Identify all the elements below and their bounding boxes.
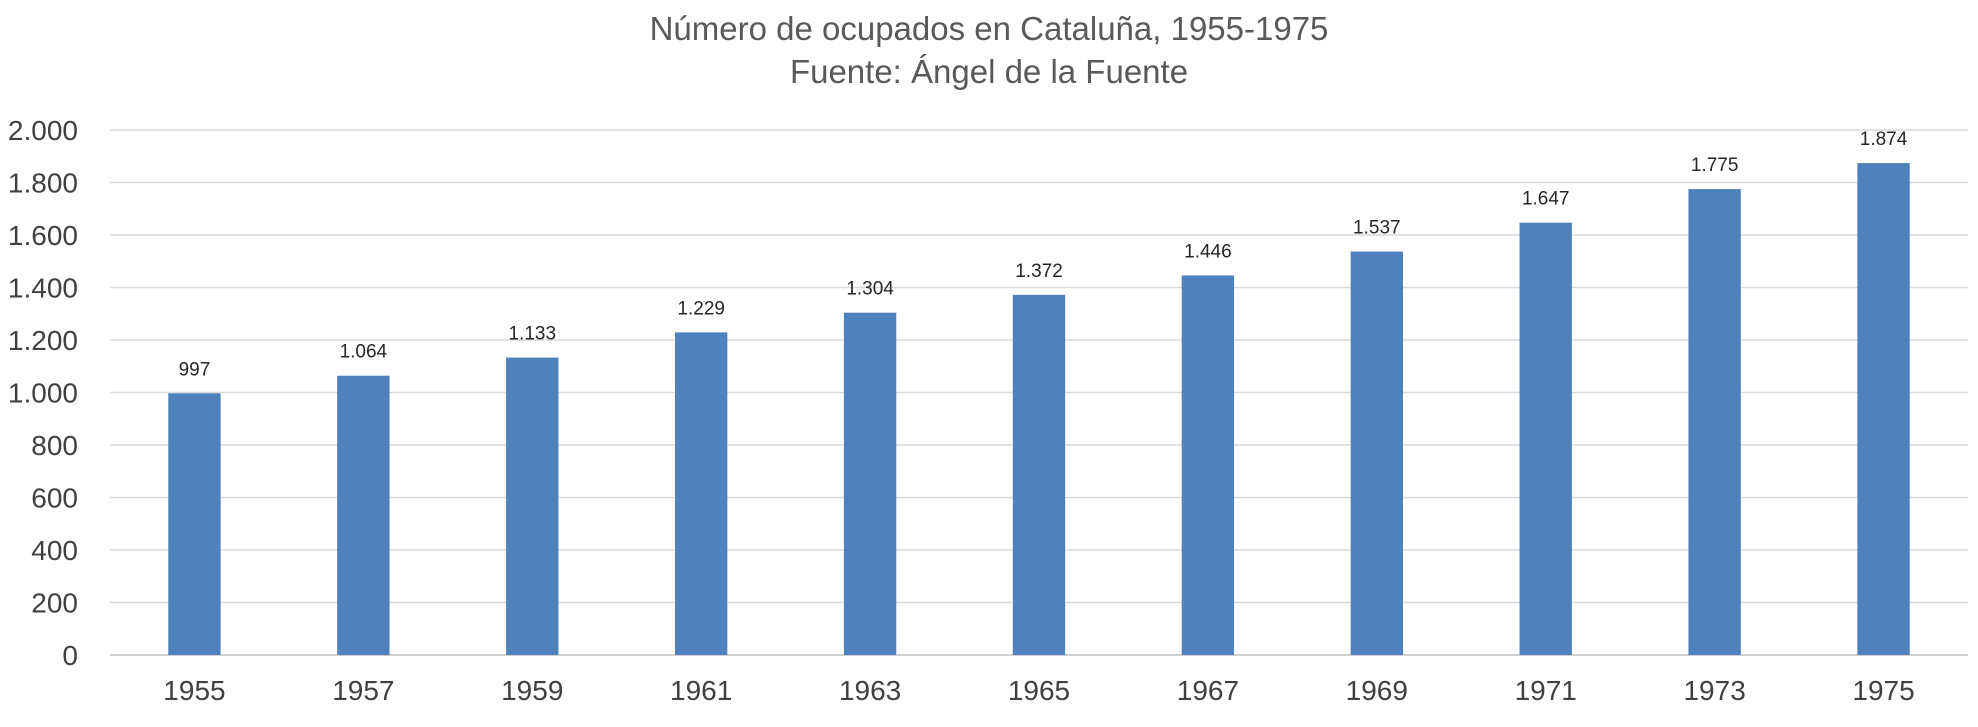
y-tick-label: 1.000: [8, 378, 78, 409]
bar: [506, 357, 559, 655]
bar: [337, 375, 390, 655]
chart-title: Número de ocupados en Cataluña, 1955-197…: [650, 10, 1329, 47]
data-label: 1.133: [508, 324, 556, 345]
x-tick-label: 1969: [1346, 675, 1408, 706]
data-label: 1.446: [1184, 241, 1232, 262]
bar: [1688, 189, 1741, 655]
y-tick-label: 800: [31, 430, 78, 461]
x-tick-label: 1971: [1515, 675, 1577, 706]
y-tick-label: 400: [31, 535, 78, 566]
x-tick-label: 1973: [1683, 675, 1745, 706]
data-label: 1.229: [677, 298, 725, 319]
data-label: 1.304: [846, 279, 894, 300]
data-label: 1.874: [1860, 129, 1908, 150]
data-label: 1.775: [1691, 155, 1739, 176]
data-labels: 997 1.064 1.133 1.229 1.304 1.372 1.446 1.537 1.…: [179, 129, 1908, 380]
x-tick-label: 1955: [163, 675, 225, 706]
y-tick-label: 1.800: [8, 168, 78, 199]
bar: [1181, 275, 1235, 655]
bars: [168, 163, 1910, 655]
x-tick-label: 1957: [332, 675, 394, 706]
data-label: 1.537: [1353, 218, 1401, 239]
data-label: 1.372: [1015, 261, 1063, 282]
x-tick-label: 1965: [1008, 675, 1070, 706]
x-axis-ticks: 1955 1957 1959 1961 1963 1965 1967 1969 1971 1973…: [163, 675, 1914, 706]
y-tick-label: 1.200: [8, 325, 78, 356]
bar: [843, 312, 897, 655]
y-tick-label: 0: [62, 640, 78, 671]
y-tick-label: 200: [31, 588, 78, 619]
bar: [168, 393, 221, 655]
y-tick-label: 1.600: [8, 220, 78, 251]
bar: [1857, 163, 1910, 655]
x-tick-label: 1961: [670, 675, 732, 706]
bar: [1012, 294, 1066, 655]
data-label: 1.064: [340, 342, 388, 363]
y-tick-label: 1.400: [8, 273, 78, 304]
bar: [675, 332, 728, 655]
x-tick-label: 1967: [1177, 675, 1239, 706]
x-tick-label: 1959: [501, 675, 563, 706]
x-tick-label: 1975: [1852, 675, 1914, 706]
x-tick-label: 1963: [839, 675, 901, 706]
bar: [1350, 251, 1403, 655]
y-tick-label: 2.000: [8, 115, 78, 146]
data-label: 997: [179, 359, 211, 380]
y-axis-ticks: 0 200 400 600 800 1.000 1.200 1.400 1.600 1.800 2.…: [8, 115, 78, 671]
y-tick-label: 600: [31, 483, 78, 514]
data-label: 1.647: [1522, 189, 1570, 210]
bar: [1519, 222, 1572, 655]
chart-subtitle: Fuente: Ángel de la Fuente: [790, 53, 1188, 90]
